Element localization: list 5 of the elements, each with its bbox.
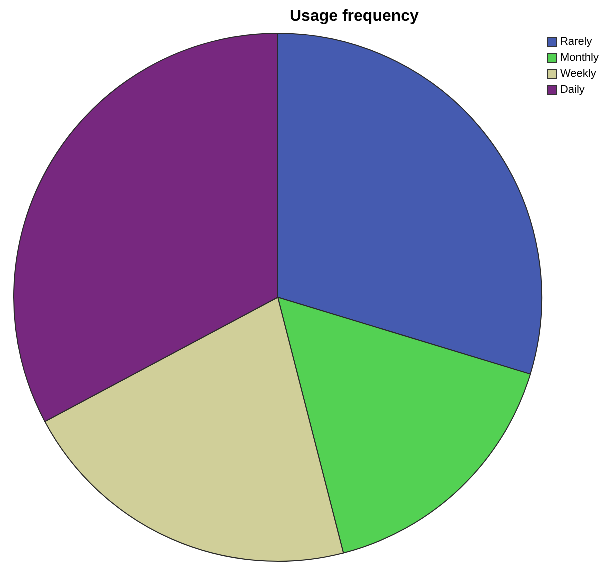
legend-label: Monthly [560,52,599,64]
legend-label: Daily [560,84,585,96]
chart-title: Usage frequency [290,8,419,26]
legend-label: Rarely [560,36,592,48]
legend-label: Weekly [560,68,596,80]
